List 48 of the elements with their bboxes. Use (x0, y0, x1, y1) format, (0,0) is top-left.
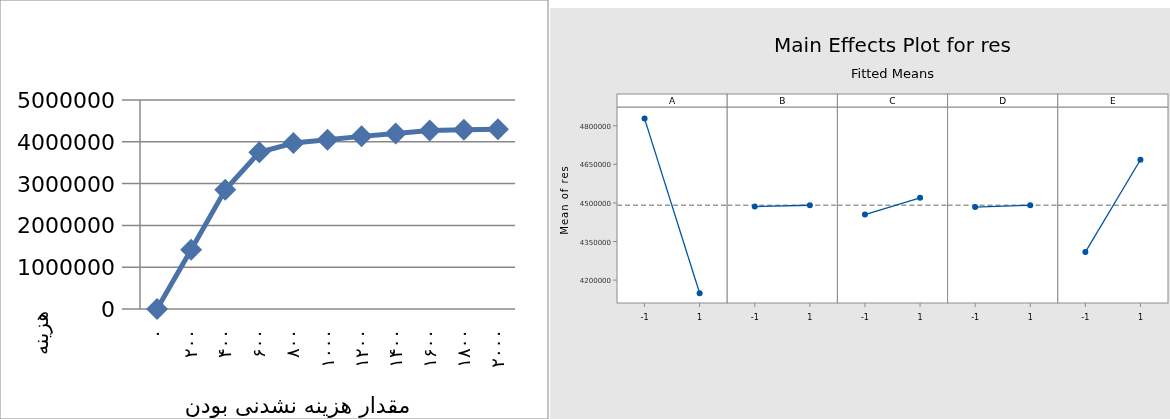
x-tick-label: 1 (1137, 313, 1143, 322)
x-tick-label: 1 (917, 313, 923, 322)
point (384, 122, 407, 145)
x-tick-label: ۸۰۰ (282, 329, 304, 359)
point (316, 128, 339, 151)
y-axis-title: هزینه (29, 311, 53, 355)
point (350, 125, 373, 148)
point (486, 118, 509, 141)
y-tick-label: 2000000 (17, 213, 115, 239)
chart-subtitle: Fitted Means (851, 66, 935, 81)
point (452, 118, 475, 141)
x-tick-label: -1 (1081, 313, 1090, 322)
point (282, 132, 305, 155)
x2-axis-title: A (669, 96, 677, 106)
x-tick-label: -1 (971, 313, 980, 322)
y-tick-label: 5000000 (17, 88, 115, 113)
point (180, 238, 203, 261)
x-tick-label: ۶۰۰ (248, 329, 270, 359)
x-tick-label: ۰ (146, 329, 168, 339)
x-tick-label: 1 (697, 313, 703, 322)
point (418, 119, 441, 142)
y-tick-label: 3000000 (17, 171, 115, 197)
point (214, 178, 237, 201)
x-tick-label: ۱۶۰۰ (418, 329, 440, 368)
x-tick-label: ۱۸۰۰ (452, 329, 474, 368)
x-tick-label: -1 (640, 313, 649, 322)
x-tick-label: ۲۰۰ (180, 329, 202, 359)
x-tick-label: ۱۲۰۰ (350, 329, 372, 368)
y-tick-label: 4000000 (17, 129, 115, 155)
x-tick-label: ۴۰۰ (214, 329, 236, 359)
y-tick-label: 0 (101, 297, 115, 322)
point (146, 298, 169, 320)
x2-axis-title: C (889, 96, 896, 106)
x2-axis-title: E (1110, 96, 1117, 106)
point (248, 141, 271, 164)
x-tick-label: ۲۰۰۰ (486, 329, 508, 368)
chart-title: Main Effects Plot for res (774, 33, 1011, 57)
x-tick-label: -1 (750, 313, 759, 322)
x-tick-label: ۱۴۰۰ (384, 329, 406, 368)
x-tick-label: 1 (807, 313, 813, 322)
x-axis-title: مقدار هزینه نشدنی بودن (184, 393, 411, 418)
x-tick-label: 1 (1027, 313, 1033, 322)
x2-axis-title: B (779, 96, 786, 106)
y-axis-title: Mean of res (559, 165, 570, 235)
y-tick-label: 1000000 (17, 255, 115, 281)
x-tick-label: -1 (860, 313, 869, 322)
x-tick-label: ۱۰۰۰ (316, 329, 338, 368)
x2-axis-title: D (999, 96, 1007, 106)
